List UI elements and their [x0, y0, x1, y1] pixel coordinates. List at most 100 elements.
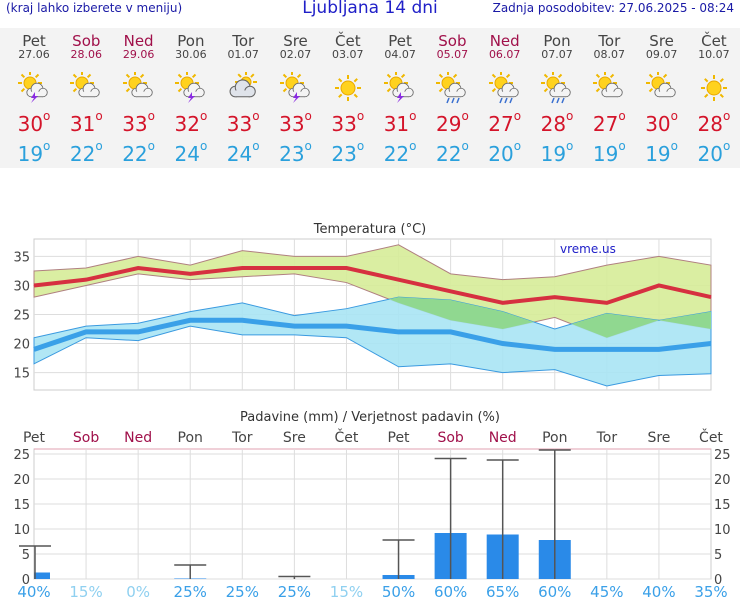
probability-label: 0% — [126, 583, 150, 600]
tmax-point — [398, 279, 400, 281]
x-tick-label: Sob — [437, 430, 463, 446]
y-tick-label: 20 — [13, 338, 30, 353]
day-name: Pon — [177, 32, 205, 50]
day-date: 06.07 — [488, 48, 521, 61]
tmax-point — [33, 284, 35, 286]
tmin-point — [241, 319, 243, 321]
min-temp: 19o — [645, 139, 678, 166]
sun-cloud-icon — [122, 72, 153, 98]
day-name: Tor — [598, 32, 621, 50]
precipitation-chart: Padavine (mm) / Verjetnost padavin (%) Pe… — [13, 410, 731, 600]
y-tick-label-right: 5 — [714, 548, 722, 563]
max-temp: 33o — [331, 109, 365, 136]
sun-cloud-thunder-icon — [18, 72, 48, 103]
x-tick-label: Pet — [388, 430, 411, 446]
forecast-day: Tor 08.07 27o 19o — [583, 28, 635, 168]
day-date: 10.07 — [698, 48, 730, 61]
x-tick-label: Pon — [178, 430, 203, 446]
page-title: Ljubljana 14 dni — [302, 0, 438, 18]
probability-label: 40% — [17, 583, 50, 600]
max-temp: 31o — [69, 109, 103, 136]
min-temp: 22o — [383, 139, 417, 166]
max-temp: 30o — [17, 109, 51, 136]
day-name: Sre — [283, 32, 308, 50]
min-temp: 24o — [174, 139, 208, 166]
sun-cloud-icon — [645, 72, 676, 98]
y-tick-label-right: 0 — [714, 573, 722, 588]
day-date: 05.07 — [436, 48, 469, 61]
forecast-day: Sob 28.06 31o 22o — [60, 28, 112, 168]
day-name: Sob — [72, 32, 101, 50]
tmin-point — [606, 348, 608, 350]
day-date: 07.07 — [541, 48, 573, 61]
y-tick-label: 25 — [13, 309, 30, 324]
min-temp: 19o — [540, 139, 574, 166]
x-tick-label: Sre — [647, 430, 670, 446]
forecast-day: Ned 29.06 33o 22o — [113, 28, 165, 168]
temperature-chart: Temperatura (°C) 15 20 25 30 35 vreme.us — [13, 222, 712, 391]
tmax-point — [606, 302, 608, 304]
x-tick-label: Sob — [73, 430, 99, 446]
last-updated: Zadnja posodobitev: 27.06.2025 - 08:24 — [492, 1, 734, 15]
day-name: Sre — [649, 32, 674, 50]
tmax-point — [502, 302, 504, 304]
cloud-sun-icon — [229, 72, 258, 98]
max-temp: 33o — [279, 109, 312, 136]
day-name: Pon — [543, 32, 571, 50]
sun-cloud-icon — [70, 72, 100, 98]
probability-label: 45% — [590, 583, 623, 600]
x-tick-label: Pon — [542, 430, 567, 446]
forecast-day: Tor 01.07 33o 24o — [217, 28, 269, 168]
max-temp: 27o — [488, 109, 522, 136]
probability-label: 65% — [486, 583, 519, 600]
probability-label: 15% — [69, 583, 102, 600]
probability-label: 40% — [642, 583, 675, 600]
tmin-point — [658, 348, 660, 350]
sun-cloud-rain-icon — [436, 72, 467, 104]
day-name: Čet — [701, 32, 727, 50]
sun-cloud-thunder-icon — [279, 72, 310, 103]
tmin-point — [189, 319, 191, 321]
menu-hint[interactable]: (kraj lahko izberete v meniju) — [6, 1, 183, 15]
day-date: 02.07 — [279, 48, 312, 61]
sun-icon — [334, 75, 361, 101]
tmax-point — [241, 267, 243, 269]
forecast-day: Pon 30.06 32o 24o — [165, 28, 217, 168]
tmin-point — [450, 331, 452, 333]
probability-label: 60% — [434, 583, 467, 600]
tmax-point — [554, 296, 556, 298]
day-date: 04.07 — [384, 48, 416, 61]
tmax-point — [293, 267, 295, 269]
max-temp: 33o — [122, 109, 155, 136]
day-date: 28.06 — [70, 48, 103, 61]
max-temp: 28o — [697, 109, 731, 136]
sun-icon — [700, 75, 727, 101]
y-tick-label: 15 — [13, 367, 30, 382]
tmax-line — [33, 266, 712, 305]
forecast-day: Pon 07.07 28o 19o — [531, 28, 583, 168]
y-tick-label: 20 — [13, 473, 30, 488]
min-temp: 19o — [592, 139, 626, 166]
forecast-day: Ned 06.07 27o 20o — [479, 28, 531, 168]
day-date: 08.07 — [593, 48, 626, 61]
max-temp: 31o — [383, 109, 417, 136]
sun-cloud-thunder-icon — [174, 72, 205, 103]
tmin-point — [502, 343, 504, 345]
tmin-point — [33, 348, 35, 350]
tmax-point — [137, 267, 139, 269]
day-name: Tor — [232, 32, 255, 50]
probability-label: 50% — [382, 583, 415, 600]
forecast-day: Sob 05.07 29o 22o — [426, 28, 478, 168]
forecast-day: Čet 03.07 33o 23o — [322, 28, 374, 168]
forecast-day: Pet 04.07 31o 22o — [374, 28, 426, 168]
y-tick-label: 35 — [13, 250, 30, 265]
x-tick-label: Čet — [335, 428, 359, 446]
x-tick-label: Ned — [124, 430, 152, 446]
y-tick-label: 5 — [22, 548, 30, 563]
min-temp: 20o — [488, 139, 522, 166]
probability-label: 25% — [226, 583, 259, 600]
x-tick-label: Tor — [596, 430, 618, 446]
sun-cloud-icon — [593, 72, 623, 98]
y-tick-label-right: 20 — [714, 473, 731, 488]
y-tick-label-right: 15 — [714, 498, 731, 513]
